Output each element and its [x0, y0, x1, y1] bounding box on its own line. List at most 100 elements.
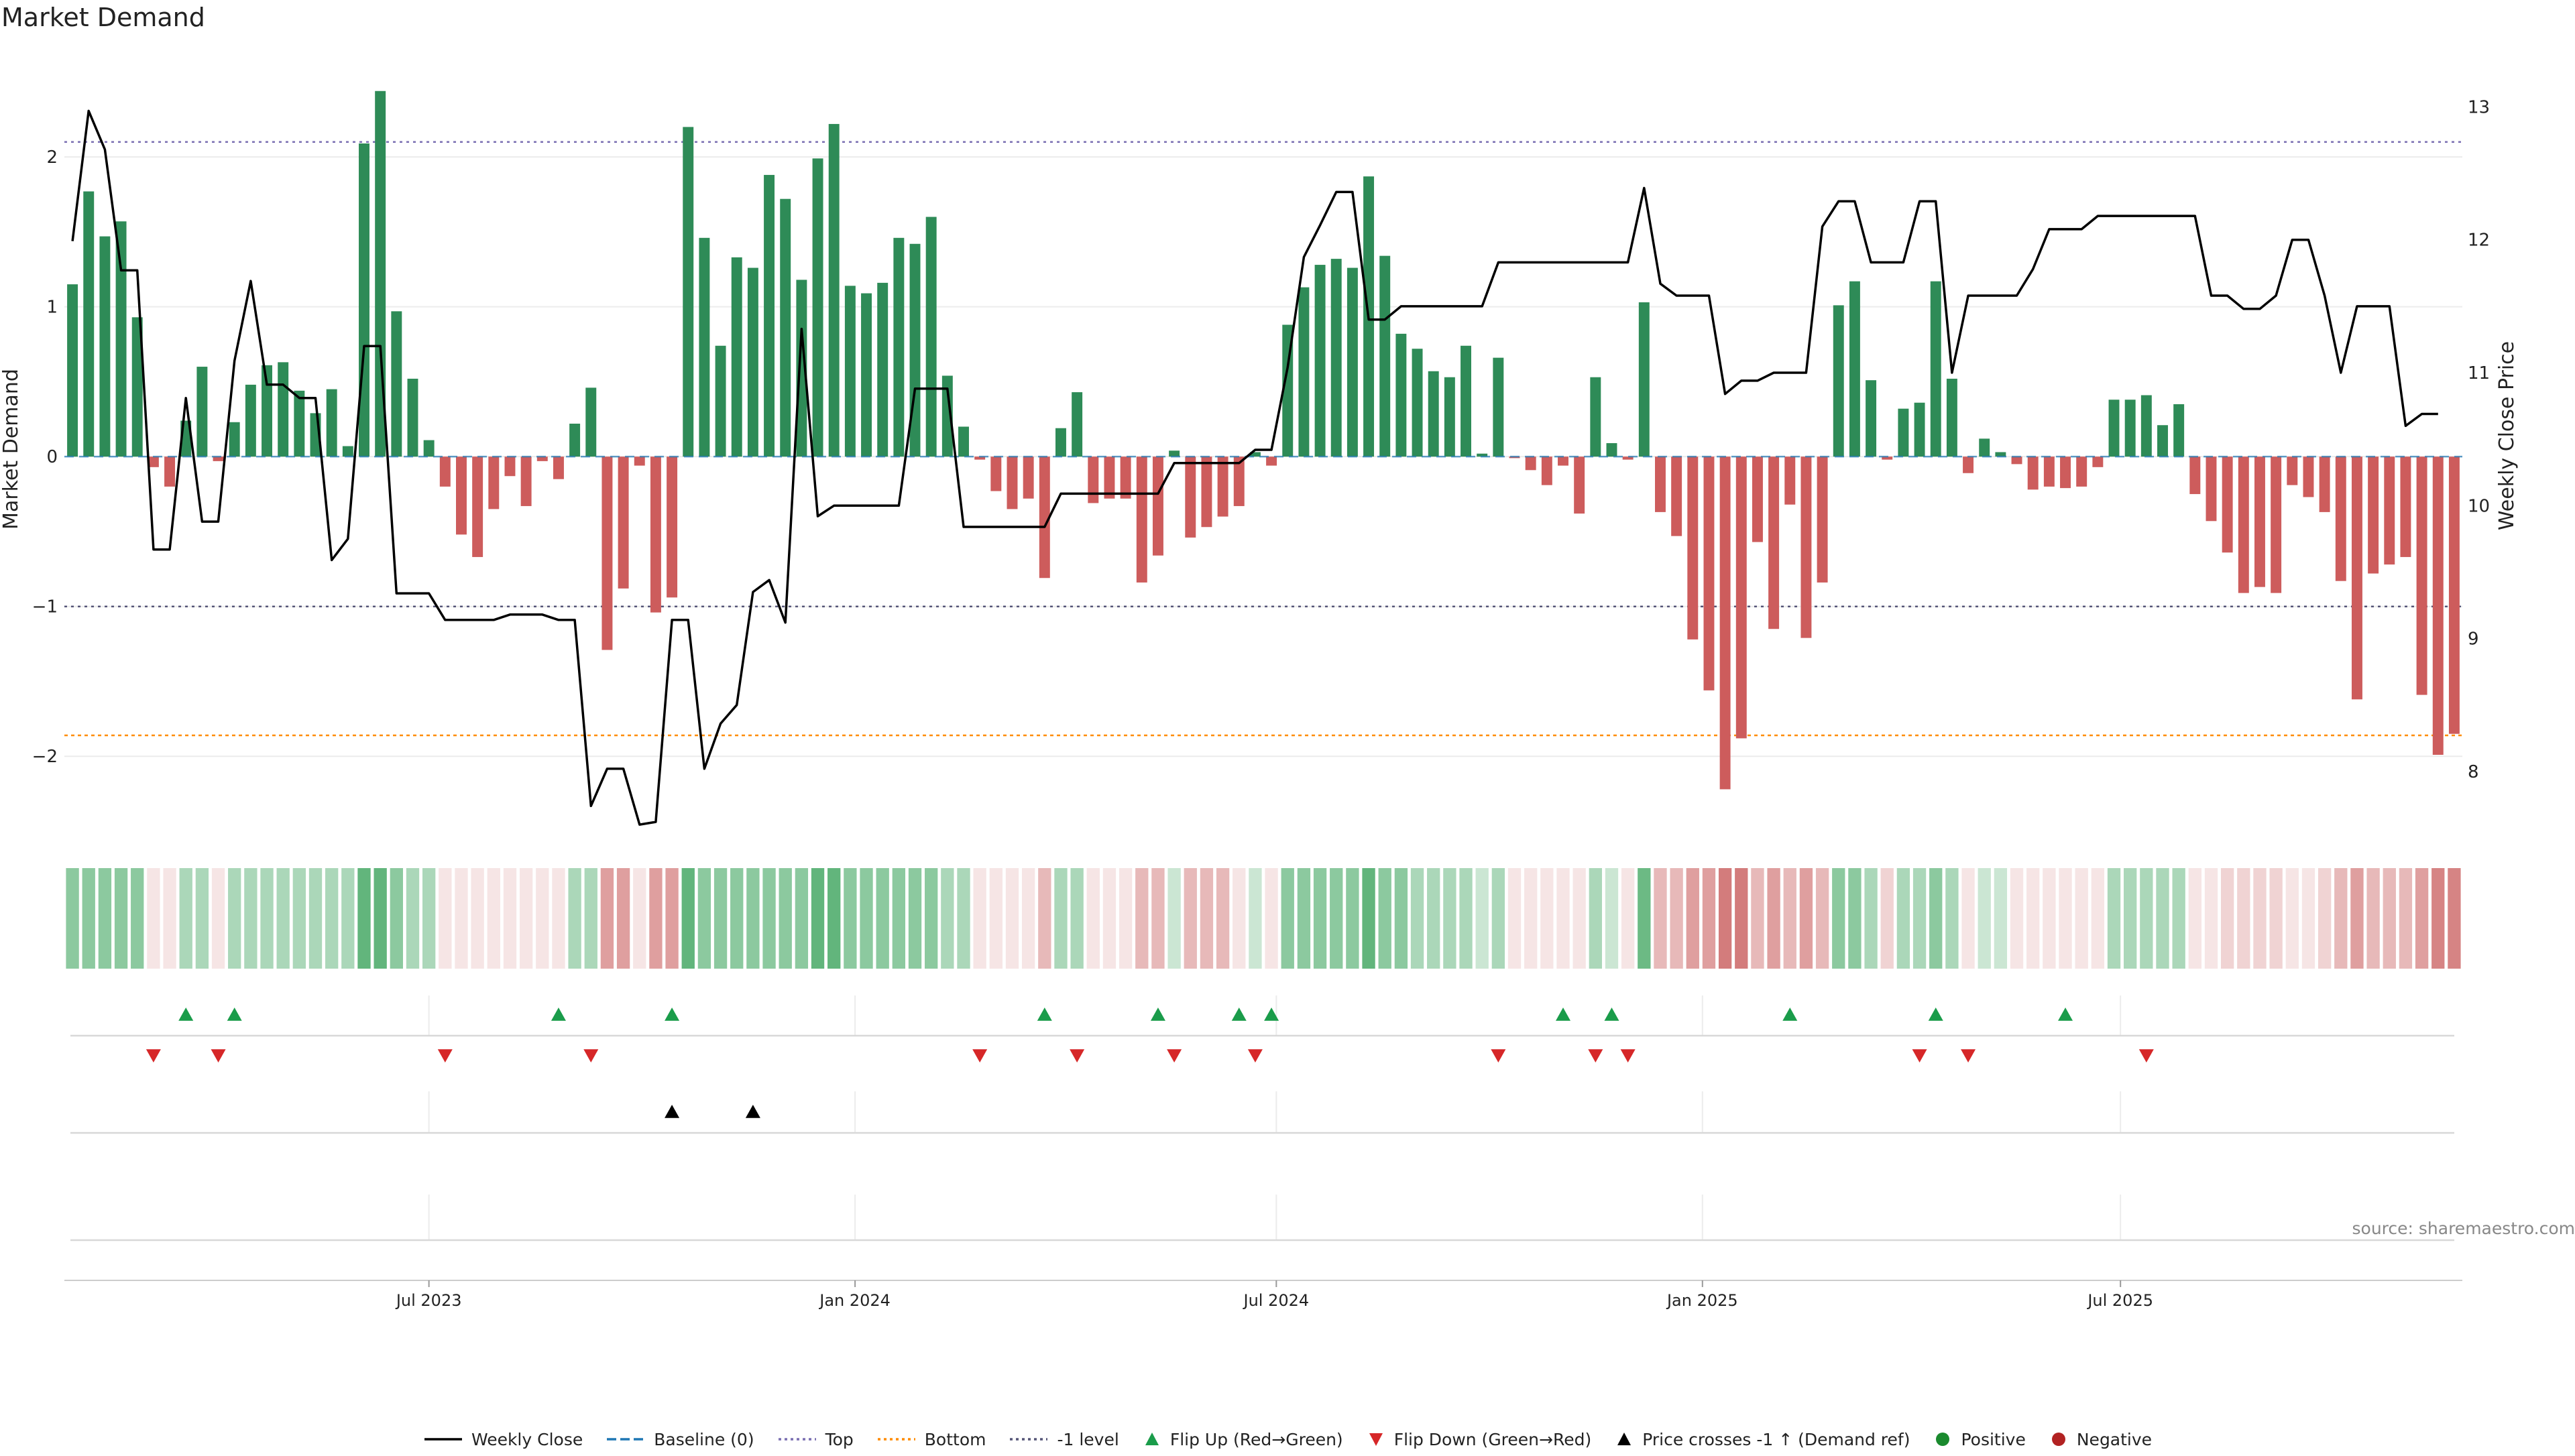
heat-cell	[147, 868, 160, 969]
demand-bar	[1444, 377, 1455, 457]
heat-cell	[909, 868, 921, 969]
price-cross-marker	[665, 1105, 679, 1118]
heat-cell	[1978, 868, 1991, 969]
heat-cell	[1703, 868, 1715, 969]
heat-cell	[277, 868, 290, 969]
heat-cell	[374, 868, 386, 969]
demand-bar	[2141, 396, 2152, 457]
demand-bar	[1768, 457, 1779, 629]
demand-bar	[1055, 428, 1066, 457]
heat-cell	[1848, 868, 1861, 969]
heat-cell	[1119, 868, 1132, 969]
heat-cell	[1298, 868, 1310, 969]
legend-label: Negative	[2077, 1430, 2152, 1449]
demand-bar	[829, 124, 840, 457]
demand-bar	[764, 175, 775, 457]
y-axis-label: Market Demand	[0, 369, 23, 530]
heat-cell	[957, 868, 970, 969]
demand-bar	[910, 244, 921, 457]
heat-cell	[1233, 868, 1245, 969]
y-tick-label: 0	[46, 447, 58, 467]
demand-bar	[1137, 457, 1147, 583]
demand-bar	[2044, 457, 2055, 487]
heat-cell	[682, 868, 695, 969]
demand-bar	[521, 457, 532, 506]
heat-cell	[422, 868, 435, 969]
heat-cell	[1784, 868, 1796, 969]
demand-bar	[456, 457, 467, 534]
heat-cell	[1556, 868, 1569, 969]
demand-bar	[1169, 450, 1180, 457]
demand-bar	[1023, 457, 1034, 499]
demand-bar	[877, 283, 888, 457]
demand-bar	[1072, 392, 1082, 457]
legend-swatch	[423, 1429, 463, 1449]
heat-cell	[2075, 868, 2088, 969]
heat-cell	[66, 868, 78, 969]
demand-bar	[1395, 334, 1406, 457]
flip-down-marker	[1248, 1049, 1263, 1063]
heat-cell	[1654, 868, 1666, 969]
heat-cell	[2318, 868, 2331, 969]
heat-cell	[1540, 868, 1553, 969]
demand-bar	[2320, 457, 2330, 512]
demand-bar	[813, 158, 823, 457]
demand-bar	[990, 457, 1001, 491]
heat-cell	[196, 868, 209, 969]
heat-cell	[82, 868, 95, 969]
y2-tick-label: 8	[2468, 762, 2479, 782]
demand-bar	[1752, 457, 1763, 542]
heat-cell	[1427, 868, 1440, 969]
y2-tick-label: 12	[2468, 231, 2490, 251]
heat-cell	[2026, 868, 2039, 969]
demand-bar	[1298, 288, 1309, 457]
legend-swatch-mark	[1936, 1433, 1949, 1446]
y-tick-label: −2	[32, 747, 58, 767]
legend-label: -1 level	[1057, 1430, 1119, 1449]
demand-bar	[2238, 457, 2249, 593]
demand-bar	[1347, 268, 1358, 457]
heat-cell	[2205, 868, 2218, 969]
legend-label: Weekly Close	[471, 1430, 583, 1449]
legend-swatch	[1142, 1429, 1162, 1449]
heat-cell	[260, 868, 273, 969]
heat-cell	[860, 868, 872, 969]
legend-swatch	[1933, 1429, 1953, 1449]
legend-swatch-mark	[1369, 1433, 1383, 1446]
heat-cell	[844, 868, 856, 969]
demand-bar	[2336, 457, 2346, 581]
heat-cell	[1022, 868, 1035, 969]
heat-cell	[1379, 868, 1391, 969]
heat-cell	[1476, 868, 1489, 969]
heat-cell	[390, 868, 403, 969]
flip-up-marker	[1929, 1008, 1943, 1021]
demand-bar	[667, 457, 677, 597]
heat-cell	[455, 868, 467, 969]
demand-bar	[2012, 457, 2022, 464]
demand-bar	[1979, 438, 1990, 457]
heat-cell	[131, 868, 144, 969]
x-tick-label: Jul 2024	[1242, 1291, 1309, 1310]
y2-axis-label: Weekly Close Price	[2495, 341, 2519, 530]
demand-bar	[650, 457, 661, 612]
demand-bar	[1947, 379, 1957, 457]
heat-cell	[1265, 868, 1277, 969]
legend-swatch-mark	[1145, 1433, 1159, 1445]
flip-down-marker	[1621, 1049, 1636, 1063]
heat-cell	[2221, 868, 2234, 969]
legend-item: Flip Down (Green→Red)	[1366, 1429, 1592, 1449]
price-cross-marker	[746, 1105, 760, 1118]
demand-bar	[2303, 457, 2313, 497]
demand-bar	[1121, 457, 1131, 499]
heat-cell	[1006, 868, 1019, 969]
demand-bar	[2254, 457, 2265, 587]
heat-cell	[2140, 868, 2153, 969]
demand-bar	[245, 385, 256, 457]
heat-cell	[1054, 868, 1067, 969]
legend-label: Positive	[1961, 1430, 2025, 1449]
demand-bar	[861, 294, 872, 457]
demand-bar	[748, 268, 758, 457]
heat-cell	[714, 868, 727, 969]
heat-cell	[2172, 868, 2185, 969]
heat-cell	[876, 868, 889, 969]
